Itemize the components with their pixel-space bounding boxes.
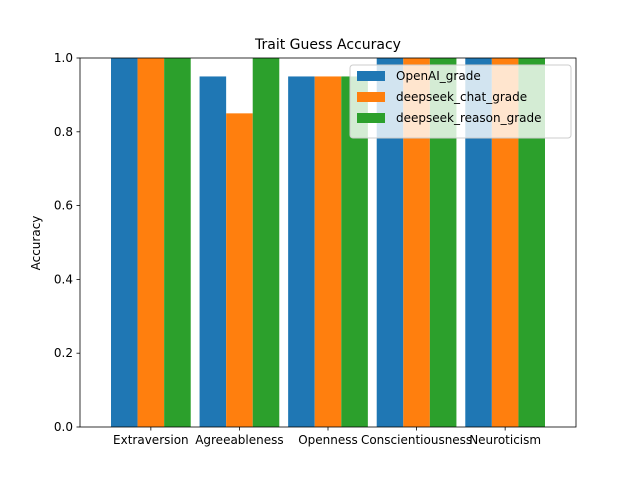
x-tick-label: Conscientiousness xyxy=(361,433,472,447)
y-axis-label: Accuracy xyxy=(29,216,43,271)
x-tick-label: Extraversion xyxy=(113,433,189,447)
y-tick-label: 0.0 xyxy=(54,420,73,434)
legend-box xyxy=(349,64,572,139)
bar-deepseek_reason_grade-Agreeableness xyxy=(252,58,280,427)
bar-OpenAI_grade-Openness xyxy=(288,76,315,427)
legend: OpenAI_grade deepseek_chat_grade deepseek_… xyxy=(349,64,572,139)
y-tick-label: 0.6 xyxy=(54,199,73,213)
chart-title: Trait Guess Accuracy xyxy=(254,37,401,53)
legend-swatch-OpenAI_grade xyxy=(357,71,385,81)
legend-label-OpenAI_grade: OpenAI_grade xyxy=(396,69,481,83)
legend-label-deepseek_chat_grade: deepseek_chat_grade xyxy=(396,90,527,104)
y-tick-label: 0.2 xyxy=(54,346,73,360)
y-tick-label: 1.0 xyxy=(54,51,73,65)
y-tick-label: 0.8 xyxy=(54,125,73,139)
y-tick-label: 0.4 xyxy=(54,272,73,286)
bar-deepseek_reason_grade-Extraversion xyxy=(164,58,191,427)
bar-OpenAI_grade-Agreeableness xyxy=(199,76,227,427)
x-tick-label: Neuroticism xyxy=(469,433,541,447)
legend-label-deepseek_reason_grade: deepseek_reason_grade xyxy=(396,111,541,125)
bar-deepseek_chat_grade-Extraversion xyxy=(137,58,165,427)
axes-group: 0.0 0.2 0.4 0.6 0.8 1.0 Extraversion Agreeablen… xyxy=(54,51,577,447)
x-tick-label: Agreeableness xyxy=(195,433,283,447)
bar-deepseek_chat_grade-Agreeableness xyxy=(226,113,253,427)
bar-deepseek_chat_grade-Openness xyxy=(314,76,342,427)
legend-swatch-deepseek_reason_grade xyxy=(357,113,385,123)
x-tick-label: Openness xyxy=(298,433,358,447)
legend-swatch-deepseek_chat_grade xyxy=(357,92,385,102)
bar-OpenAI_grade-Extraversion xyxy=(111,58,138,427)
